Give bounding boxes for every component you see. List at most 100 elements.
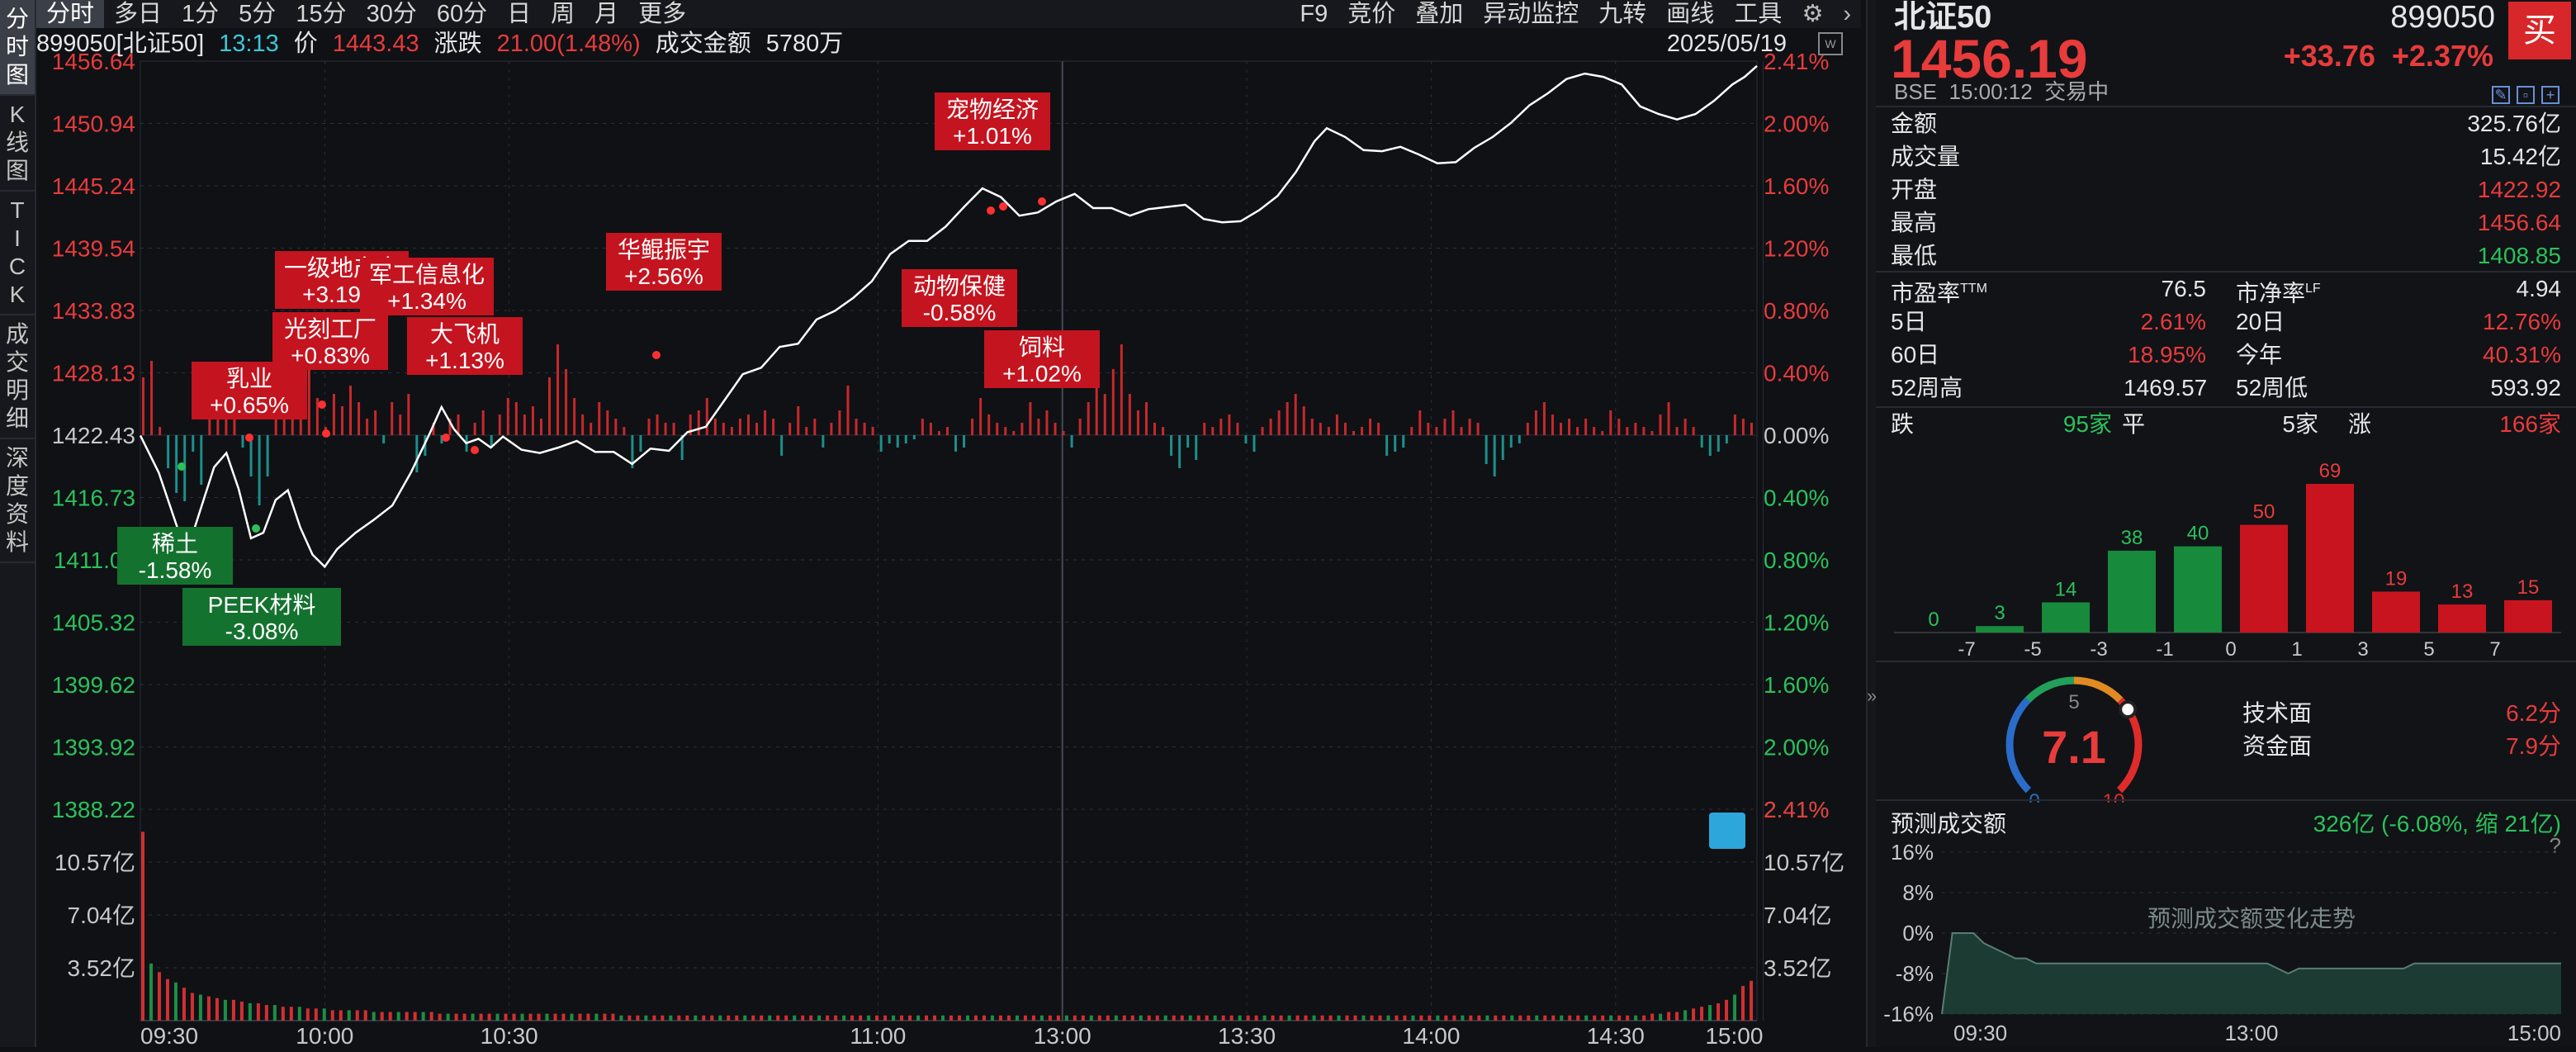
tool-button-0[interactable]: F9 <box>1300 1 1328 27</box>
volume-bar <box>570 1013 574 1021</box>
diff-bar <box>1576 427 1579 435</box>
expand-icon[interactable]: + <box>2541 86 2559 104</box>
diff-bar <box>1236 423 1239 435</box>
left-tab-4[interactable]: 深度资料 <box>0 439 35 563</box>
tool-button-1[interactable]: 竞价 <box>1347 1 1396 27</box>
price-axis-label: 1428.13 <box>52 361 135 386</box>
diff-bar <box>1394 435 1397 452</box>
event-label[interactable]: 光刻工厂+0.83% <box>272 312 388 370</box>
diff-bar <box>159 427 162 435</box>
tool-button-5[interactable]: 画线 <box>1666 1 1715 27</box>
diff-bar <box>167 435 170 468</box>
tool-button-6[interactable]: 工具 <box>1734 1 1783 27</box>
volume-bar <box>801 1015 805 1021</box>
diff-bar <box>498 415 501 435</box>
volume-bar <box>842 1015 846 1021</box>
volume-bar <box>149 963 153 1021</box>
event-label[interactable]: 华鲲振宇+2.56% <box>606 233 722 291</box>
event-label-pct: -1.58% <box>139 557 212 583</box>
diff-bar <box>912 435 916 439</box>
volume-bar <box>487 1013 491 1021</box>
left-tab-3[interactable]: 成交明细 <box>0 315 35 439</box>
tool-button-4[interactable]: 九转 <box>1598 1 1647 27</box>
period-tab-3[interactable]: 5分 <box>239 1 277 27</box>
period-tab-2[interactable]: 1分 <box>182 1 220 27</box>
intraday-chart[interactable]: 1456.64 1450.94 1445.24 1439.54 1433.83 1428.… <box>0 0 1866 1047</box>
diff-bar <box>1153 423 1157 435</box>
diff-bar <box>1560 423 1563 435</box>
diff-bar <box>208 415 211 435</box>
volume-bar <box>1551 1015 1556 1021</box>
event-marker <box>245 434 253 442</box>
event-label[interactable]: 乳业+0.65% <box>192 362 307 419</box>
diff-bar <box>1427 423 1430 435</box>
price-axis-label: 1405.32 <box>52 610 135 636</box>
period-tab-9[interactable]: 月 <box>594 1 619 27</box>
period-tab-1[interactable]: 多日 <box>114 1 163 27</box>
volume-bar <box>1576 1015 1580 1021</box>
volume-bar <box>727 1015 731 1021</box>
event-label[interactable]: 宠物经济+1.01% <box>935 92 1050 150</box>
help-icon[interactable]: ? <box>2550 837 2561 858</box>
diff-bar <box>1418 410 1422 435</box>
volume-bar <box>685 1015 689 1021</box>
price-axis-label: 1416.73 <box>52 486 135 511</box>
period-tab-0[interactable]: 分时 <box>36 0 105 28</box>
gear-icon[interactable]: ⚙ <box>1802 1 1824 27</box>
tool-button-3[interactable]: 异动监控 <box>1483 1 1579 27</box>
diff-bar <box>1451 410 1455 435</box>
event-label[interactable]: 军工信息化+1.34% <box>360 258 494 315</box>
left-tab-0[interactable]: 分时图 <box>0 0 35 96</box>
stat2-label-left: 5日 <box>1891 306 1927 339</box>
buy-button[interactable]: 买 <box>2508 2 2571 59</box>
volume-bar <box>1650 1013 1655 1021</box>
event-label[interactable]: 饲料+1.02% <box>984 330 1100 388</box>
tool-button-2[interactable]: 叠加 <box>1415 1 1464 27</box>
diff-bar <box>1178 435 1181 468</box>
diff-bar <box>1692 427 1695 435</box>
period-tab-5[interactable]: 30分 <box>366 1 417 27</box>
stats-block: 金额 325.76亿 成交量 15.42亿 开盘 1422.92 最高 1456.64 最低 14… <box>1876 106 2576 271</box>
diff-bar <box>315 398 319 435</box>
ai-widget-icon[interactable] <box>1709 813 1745 849</box>
diff-bar <box>1004 427 1007 435</box>
distribution-count: 3 <box>1994 602 2005 624</box>
left-tab-char: 分 <box>5 6 29 31</box>
flat-label: 平 <box>2122 411 2146 437</box>
period-tab-10[interactable]: 更多 <box>638 1 687 27</box>
chart-info-bar: 899050[北证50] 13:13 价 1443.43 涨跌 21.00(1.48%) 成… <box>36 28 1861 59</box>
volume-bar <box>1081 1015 1085 1021</box>
quote-code: 899050 <box>2390 0 2495 35</box>
change-label: 涨跌 <box>433 31 482 57</box>
diff-bar <box>937 431 940 435</box>
event-label[interactable]: 稀土-1.58% <box>117 527 233 585</box>
volume-bar <box>776 1015 780 1021</box>
pct-axis-label: 2.00% <box>1764 735 1829 761</box>
distribution-bar <box>2174 546 2222 633</box>
event-label[interactable]: 动物保健-0.58% <box>902 269 1017 327</box>
period-tab-6[interactable]: 60分 <box>436 1 488 27</box>
event-label[interactable]: 大飞机+1.13% <box>407 317 523 375</box>
event-label-name: 宠物经济 <box>946 97 1039 122</box>
event-label-name: 稀土 <box>152 531 198 557</box>
distribution-bar <box>2042 602 2090 633</box>
volume-bar <box>479 1013 483 1021</box>
period-tab-8[interactable]: 周 <box>551 1 575 27</box>
event-label[interactable]: PEEK材料-3.08% <box>182 588 341 646</box>
diff-bar <box>1733 415 1736 435</box>
volume-bar <box>1015 1015 1019 1021</box>
period-tab-4[interactable]: 15分 <box>296 1 347 27</box>
period-tab-7[interactable]: 日 <box>507 1 532 27</box>
diff-bar <box>457 415 460 435</box>
diff-bar <box>1361 427 1364 435</box>
chevron-right-icon[interactable]: › <box>1843 1 1851 27</box>
wp-icon[interactable]: W <box>1818 32 1843 55</box>
panel-collapse-handle[interactable]: » <box>1866 0 1877 1047</box>
volume-bar <box>1601 1015 1605 1021</box>
edit-icon[interactable]: ✎ <box>2492 86 2510 104</box>
volume-bar <box>248 1003 252 1021</box>
collapse-icon[interactable]: ▫ <box>2517 86 2535 104</box>
time-axis-label: 10:00 <box>296 1023 353 1047</box>
